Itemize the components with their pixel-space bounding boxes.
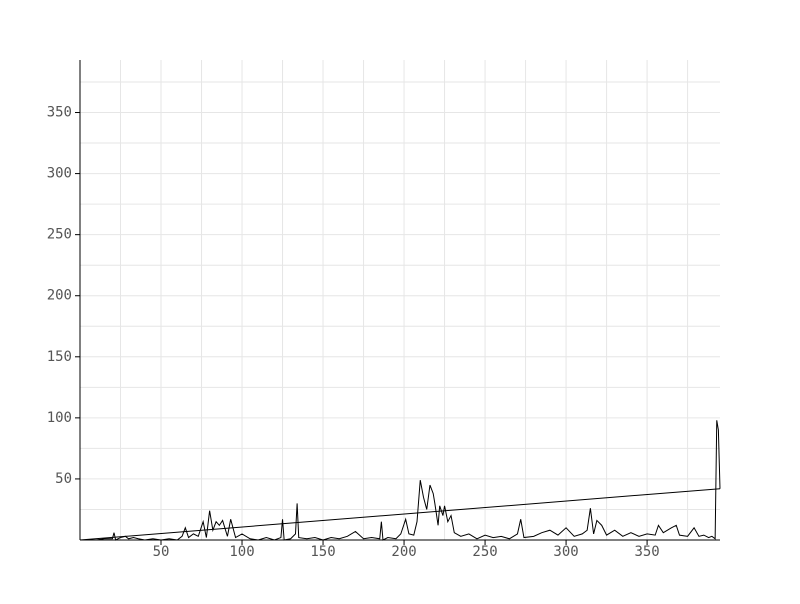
x-tick-label: 350 (634, 544, 659, 560)
line (80, 420, 721, 541)
x-tick-label: 150 (310, 544, 335, 560)
y-tick-label: 150 (47, 349, 72, 365)
y-tick-label: 200 (47, 288, 72, 304)
x-tick-label: 100 (229, 544, 254, 560)
y-tick-label: 300 (47, 166, 72, 182)
y-tick-label: 250 (47, 227, 72, 243)
y-tick-label: 350 (47, 105, 72, 121)
y-tick-label: 100 (47, 410, 72, 426)
line (79, 488, 721, 541)
y-tick-label: 50 (55, 471, 72, 487)
x-tick-label: 300 (553, 544, 578, 560)
x-tick-label: 50 (153, 544, 170, 560)
x-tick-label: 200 (391, 544, 416, 560)
x-tick-label: 250 (472, 544, 497, 560)
